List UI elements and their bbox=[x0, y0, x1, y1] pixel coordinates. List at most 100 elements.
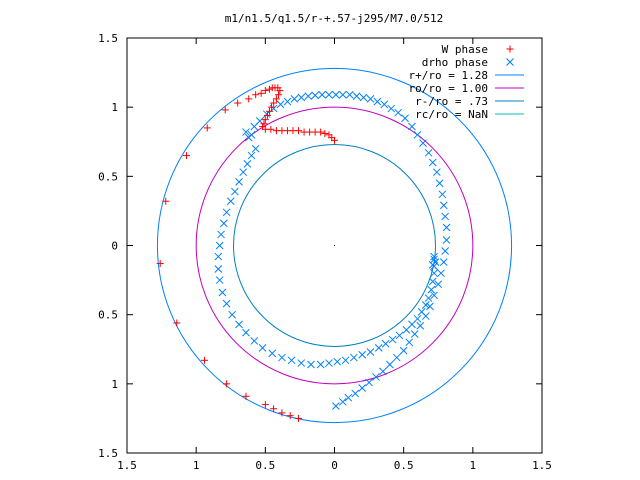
w-phase-point bbox=[270, 405, 278, 413]
w-phase-point bbox=[173, 319, 181, 327]
reference-circle bbox=[233, 144, 436, 347]
legend-label: r-/ro = .73 bbox=[415, 95, 488, 108]
y-tick-label: 1 bbox=[111, 101, 118, 114]
drho-phase-point bbox=[439, 201, 448, 210]
drho-phase-point bbox=[394, 108, 402, 117]
drho-phase-point bbox=[435, 179, 444, 188]
origin-dot bbox=[333, 244, 336, 247]
drho-phase-point bbox=[428, 158, 437, 167]
w-phase-point bbox=[274, 91, 282, 99]
drho-phase-point bbox=[442, 223, 451, 232]
drho-phase-point bbox=[278, 353, 286, 362]
drho-phase-point bbox=[235, 178, 243, 186]
y-tick-label: 0.5 bbox=[98, 170, 118, 183]
w-phase-point bbox=[295, 414, 303, 422]
drho-phase-point bbox=[385, 360, 394, 369]
drho-phase-point bbox=[344, 393, 353, 402]
drho-phase-point bbox=[332, 402, 340, 410]
w-phase-point bbox=[261, 401, 269, 409]
drho-phase-point bbox=[276, 100, 285, 109]
legend-label: drho phase bbox=[422, 56, 488, 69]
w-phase-point bbox=[257, 89, 265, 97]
drho-phase-point bbox=[222, 208, 231, 217]
w-phase-point bbox=[317, 128, 325, 136]
drho-phase-point bbox=[231, 187, 239, 196]
w-phase-point bbox=[268, 103, 276, 111]
y-tick-label: 1 bbox=[111, 378, 118, 391]
drho-phase-point bbox=[338, 90, 347, 99]
drho-phase-point bbox=[438, 190, 447, 199]
drho-phase-point bbox=[428, 277, 437, 286]
drho-phase-point bbox=[217, 230, 225, 239]
drho-phase-point bbox=[405, 338, 414, 347]
drho-phase-point bbox=[345, 90, 354, 99]
drho-phase-point bbox=[433, 168, 441, 177]
drho-phase-point bbox=[365, 378, 373, 387]
w-phase-point bbox=[182, 152, 190, 160]
w-phase-point bbox=[276, 87, 284, 95]
drho-phase-point bbox=[421, 301, 430, 309]
drho-phase-point bbox=[307, 360, 315, 369]
x-tick-label: 0.5 bbox=[394, 459, 414, 472]
legend-label: r+/ro = 1.28 bbox=[409, 69, 488, 82]
drho-phase-point bbox=[506, 58, 514, 66]
drho-phase-point bbox=[441, 247, 450, 255]
drho-phase-point bbox=[243, 160, 252, 168]
drho-phase-point bbox=[338, 397, 347, 406]
legend-label: ro/ro = 1.00 bbox=[409, 82, 488, 95]
w-phase-point bbox=[156, 259, 164, 267]
chart-title: m1/n1.5/q1.5/r-+.57-j295/M7.0/512 bbox=[225, 12, 444, 25]
reference-circle bbox=[156, 67, 513, 424]
w-phase-point bbox=[223, 380, 231, 388]
drho-phase-point bbox=[402, 326, 411, 334]
drho-phase-point bbox=[268, 349, 277, 358]
drho-phase-point bbox=[311, 91, 319, 100]
drho-phase-point bbox=[366, 95, 375, 103]
drho-phase-point bbox=[218, 288, 227, 297]
w-phase-point bbox=[261, 87, 269, 95]
drho-phase-point bbox=[427, 285, 436, 294]
drho-phase-point bbox=[215, 241, 224, 250]
w-phase-point bbox=[278, 409, 286, 417]
w-phase-point bbox=[252, 91, 260, 99]
w-phase-point bbox=[221, 106, 229, 114]
drho-phase-point bbox=[214, 252, 223, 261]
drho-phase-point bbox=[374, 344, 383, 352]
drho-phase-point bbox=[430, 269, 438, 278]
drho-phase-point bbox=[251, 144, 260, 153]
x-tick-label: 0 bbox=[331, 459, 338, 472]
drho-phase-point bbox=[413, 130, 422, 139]
x-tick-label: 1 bbox=[470, 459, 477, 472]
legend-label: rc/ro = NaN bbox=[415, 108, 488, 121]
w-phase-point bbox=[267, 125, 275, 133]
drho-phase-point bbox=[258, 344, 267, 352]
drho-phase-point bbox=[287, 356, 296, 365]
w-phase-point bbox=[242, 392, 250, 400]
data-series bbox=[156, 84, 451, 422]
drho-phase-point bbox=[416, 321, 425, 330]
drho-phase-point bbox=[366, 348, 375, 356]
drho-phase-point bbox=[304, 92, 313, 100]
drho-phase-point bbox=[325, 90, 333, 99]
drho-phase-point bbox=[424, 148, 433, 157]
x-tick-label: 1.5 bbox=[532, 459, 552, 472]
legend-label: W phase bbox=[442, 43, 488, 56]
w-phase-point bbox=[331, 136, 338, 144]
drho-phase-point bbox=[388, 335, 397, 344]
drho-phase-point bbox=[332, 90, 340, 99]
y-tick-label: 0 bbox=[111, 240, 118, 253]
drho-phase-point bbox=[439, 258, 448, 266]
w-phase-point bbox=[200, 356, 208, 364]
w-phase-point bbox=[270, 99, 278, 107]
w-phase-point bbox=[272, 95, 280, 103]
drho-phase-point bbox=[437, 269, 445, 278]
drho-phase-point bbox=[228, 310, 236, 319]
drho-phase-point bbox=[373, 97, 382, 106]
x-tick-label: 1 bbox=[193, 459, 200, 472]
drho-phase-point bbox=[222, 299, 231, 308]
drho-phase-point bbox=[395, 331, 404, 340]
drho-phase-point bbox=[380, 100, 389, 109]
drho-phase-point bbox=[359, 93, 368, 102]
drho-phase-point bbox=[214, 265, 223, 273]
w-phase-point bbox=[203, 124, 211, 132]
